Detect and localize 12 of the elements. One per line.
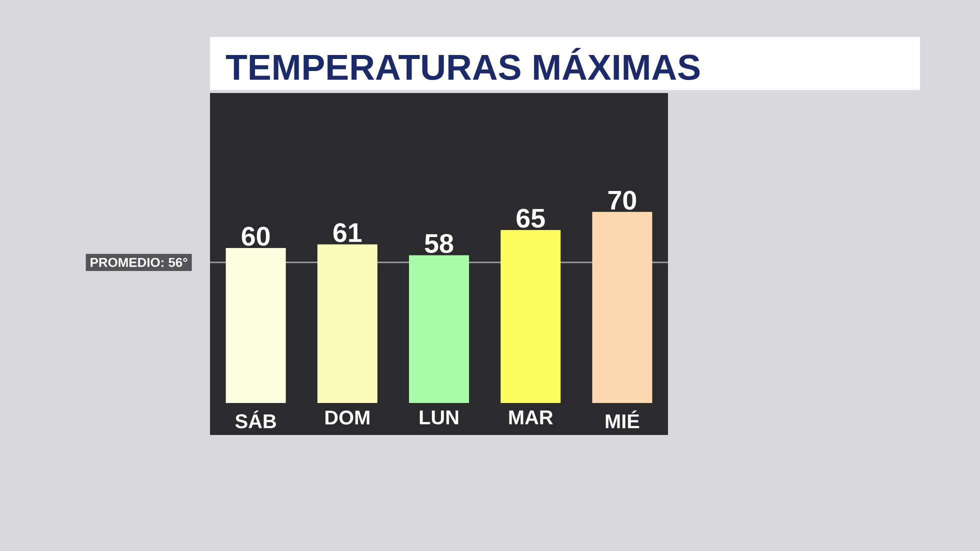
data-label: 60	[242, 226, 270, 246]
x-tick-label: DOM	[325, 410, 370, 425]
data-label: 65	[516, 208, 545, 228]
data-label: 58	[424, 234, 454, 253]
x-tick-label: SÁB	[235, 410, 276, 428]
x-tick-label: MAR	[509, 410, 553, 424]
data-label: 70	[608, 190, 636, 210]
x-tick-label: MIÉ	[606, 410, 640, 428]
chart-title: TEMPERATURAS MÁXIMAS	[226, 48, 700, 80]
ref-line-label: PROMEDIO: 56°	[90, 258, 188, 267]
x-tick-label: LUN	[420, 410, 458, 424]
data-label: 61	[333, 223, 362, 242]
